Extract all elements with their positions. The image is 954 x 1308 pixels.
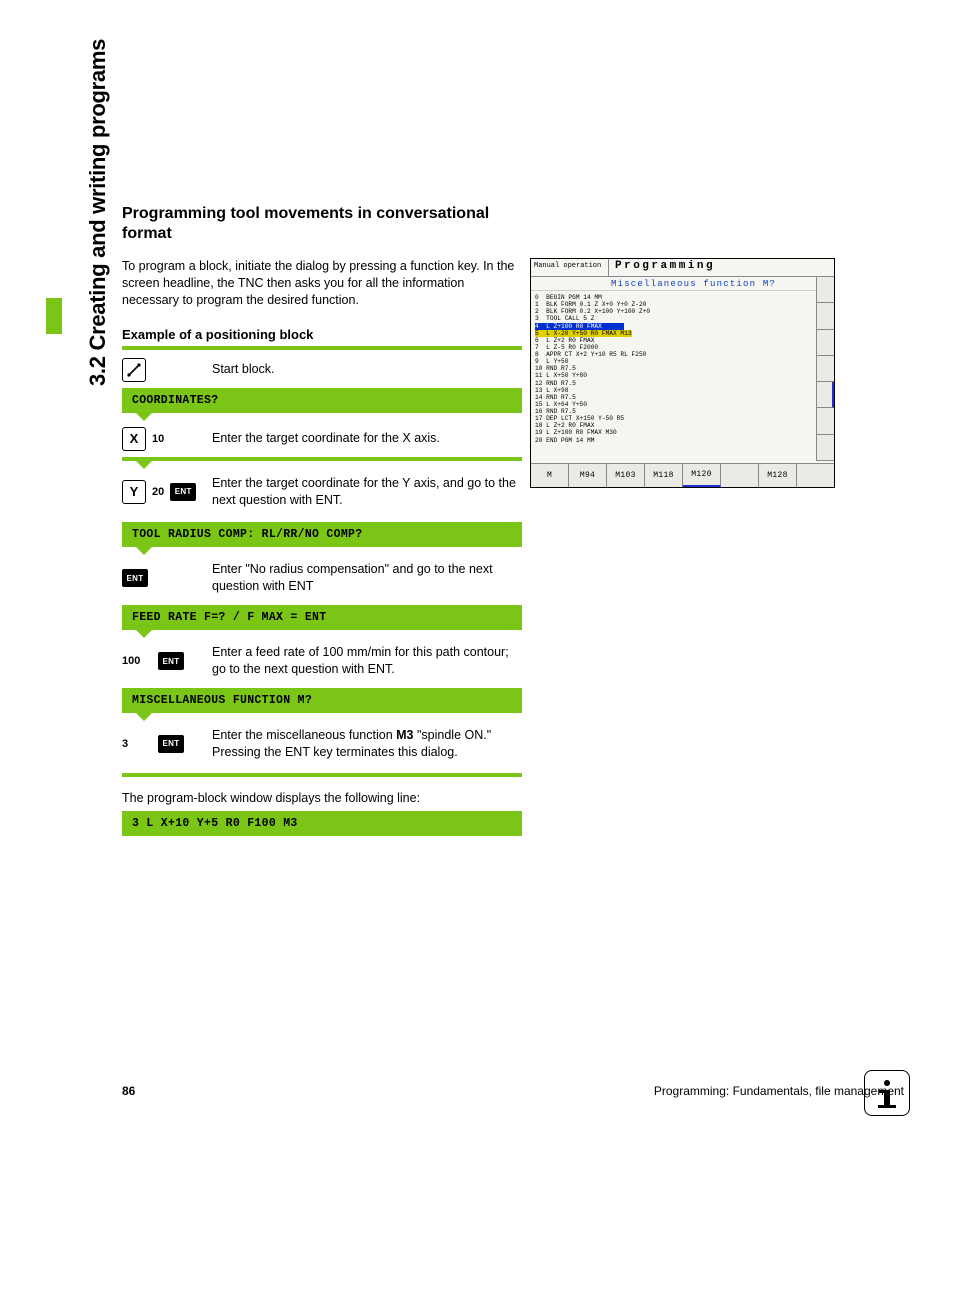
step-row: Y 20 ENT Enter the target coordinate for…: [122, 461, 522, 515]
speech-tail-icon: [136, 547, 152, 555]
prompt-bar: FEED RATE F=? / F MAX = ENT: [122, 605, 522, 630]
main-content: Programming tool movements in conversati…: [122, 204, 522, 836]
section-side-label: 3.2 Creating and writing programs: [85, 39, 111, 386]
softkey[interactable]: M118: [645, 464, 683, 487]
code-highlight-blue: 4 L Z+100 R0 FMAX: [535, 323, 624, 330]
ent-key-icon: ENT: [158, 735, 184, 753]
speech-tail-icon: [136, 461, 152, 469]
line-key-icon: [122, 358, 146, 382]
cnc-mode-left: Manual operation: [531, 259, 609, 277]
code-highlight-yellow: 5 L X-20 Y+50 R0 FMAX M13: [535, 330, 632, 337]
step-row: 3 ENT Enter the miscellaneous function M…: [122, 713, 522, 767]
y-axis-key-icon: Y: [122, 480, 146, 504]
prompt-bar: MISCELLANEOUS FUNCTION M?: [122, 688, 522, 713]
value-label: 100: [122, 655, 152, 667]
divider: [122, 773, 522, 777]
step-desc: Enter the target coordinate for the Y ax…: [212, 475, 522, 509]
code-pre: 0 BEGIN PGM 14 MM 1 BLK FORM 0.1 Z X+0 Y…: [535, 294, 650, 322]
result-line: 3 L X+10 Y+5 R0 F100 M3: [122, 811, 522, 836]
speech-tail-icon: [136, 413, 152, 421]
speech-tail-icon: [136, 713, 152, 721]
step-desc: Enter the target coordinate for the X ax…: [212, 430, 522, 447]
cnc-softkey-row: M M94 M103 M118 M120 M128: [531, 463, 834, 487]
step-row: Start block.: [122, 350, 522, 388]
prompt-text: COORDINATES?: [122, 388, 522, 413]
cnc-side-buttons: [816, 277, 834, 461]
prompt-text: TOOL RADIUS COMP: RL/RR/NO COMP?: [122, 522, 522, 547]
step-desc: Enter a feed rate of 100 mm/min for this…: [212, 644, 522, 678]
softkey[interactable]: [797, 464, 834, 487]
softkey[interactable]: M103: [607, 464, 645, 487]
text-span: Enter the miscellaneous function: [212, 728, 396, 742]
divider-arrow: [122, 457, 522, 461]
step-row: X 10 Enter the target coordinate for the…: [122, 413, 522, 457]
page-number: 86: [122, 1084, 135, 1098]
step-desc: Enter "No radius compensation" and go to…: [212, 561, 522, 595]
prompt-bar: COORDINATES?: [122, 388, 522, 413]
step-row: ENT Enter "No radius compensation" and g…: [122, 547, 522, 601]
cnc-program-listing: 0 BEGIN PGM 14 MM 1 BLK FORM 0.1 Z X+0 Y…: [531, 291, 834, 451]
value-label: 20: [152, 486, 164, 498]
cnc-screenshot: Manual operation Programming Miscellaneo…: [530, 258, 835, 488]
prompt-text: FEED RATE F=? / F MAX = ENT: [122, 605, 522, 630]
x-axis-key-icon: X: [122, 427, 146, 451]
softkey[interactable]: [721, 464, 759, 487]
page-footer: 86 Programming: Fundamentals, file manag…: [122, 1084, 904, 1098]
cnc-mode-right: Programming: [609, 259, 834, 277]
bold-span: M3: [396, 728, 413, 742]
code-post: 6 L Z+2 R0 FMAX 7 L Z-5 R0 F2000 8 APPR …: [535, 337, 646, 444]
softkey[interactable]: M94: [569, 464, 607, 487]
example-heading: Example of a positioning block: [122, 327, 522, 342]
page-title: Programming tool movements in conversati…: [122, 204, 522, 244]
closing-text: The program-block window displays the fo…: [122, 791, 522, 805]
prompt-text: MISCELLANEOUS FUNCTION M?: [122, 688, 522, 713]
cnc-headline: Miscellaneous function M?: [531, 277, 834, 291]
step-row: 100 ENT Enter a feed rate of 100 mm/min …: [122, 630, 522, 684]
prompt-bar: TOOL RADIUS COMP: RL/RR/NO COMP?: [122, 522, 522, 547]
info-icon: [864, 1070, 910, 1116]
step-desc: Enter the miscellaneous function M3 "spi…: [212, 727, 522, 761]
side-tab: [46, 298, 62, 334]
ent-key-icon: ENT: [122, 569, 148, 587]
value-label: 3: [122, 738, 152, 750]
softkey[interactable]: M128: [759, 464, 797, 487]
result-bar: 3 L X+10 Y+5 R0 F100 M3: [122, 811, 522, 836]
step-desc: Start block.: [212, 361, 522, 378]
ent-key-icon: ENT: [170, 483, 196, 501]
softkey[interactable]: M: [531, 464, 569, 487]
speech-tail-icon: [136, 630, 152, 638]
value-label: 10: [152, 433, 164, 445]
ent-key-icon: ENT: [158, 652, 184, 670]
intro-paragraph: To program a block, initiate the dialog …: [122, 258, 522, 309]
softkey[interactable]: M120: [683, 464, 721, 487]
